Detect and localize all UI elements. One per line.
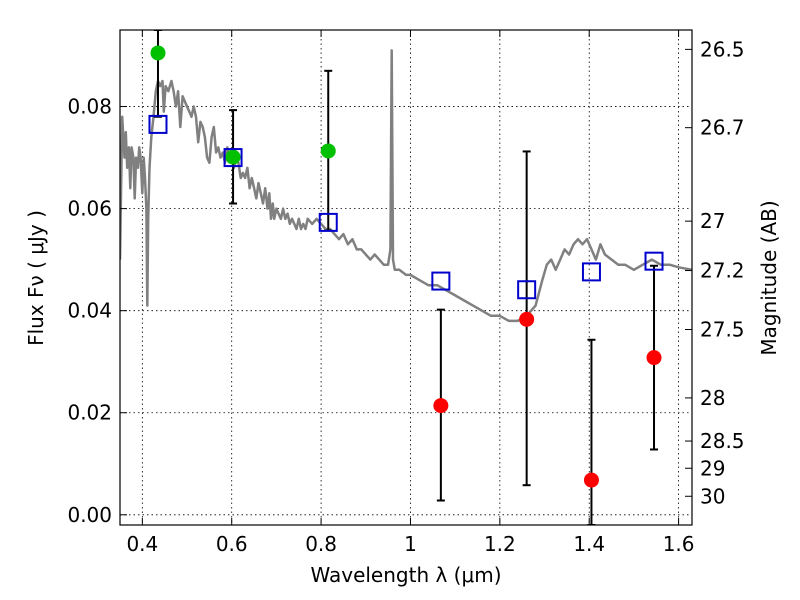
y-tick-label: 0.02	[67, 401, 112, 425]
y-tick-label: 0.06	[67, 197, 112, 221]
right-tick-label: 27.2	[700, 259, 745, 283]
right-tick-label: 27	[700, 209, 725, 233]
x-tick-label: 0.6	[216, 532, 248, 556]
model-band-square	[431, 271, 451, 291]
right-tick-label: 29	[700, 456, 725, 480]
photometry-point	[320, 143, 336, 159]
x-axis-title: Wavelength λ (μm)	[310, 563, 501, 587]
right-tick-label: 28	[700, 386, 725, 410]
model-band-square	[581, 262, 601, 282]
right-axis-title: Magnitude (AB)	[757, 200, 781, 355]
x-tick-label: 1.2	[484, 532, 516, 556]
photometry-point	[519, 311, 535, 327]
model-band-square	[223, 148, 243, 168]
photometry-point	[225, 149, 241, 165]
x-tick-label: 1.6	[663, 532, 695, 556]
right-tick-label: 26.5	[700, 37, 745, 61]
right-tick-label: 27.5	[700, 318, 745, 342]
model-band-square	[517, 280, 537, 300]
x-tick-label: 0.8	[305, 532, 337, 556]
y-tick-label: 0.00	[67, 503, 112, 527]
plot-frame	[119, 29, 693, 526]
right-tick-label: 28.5	[700, 429, 745, 453]
right-tick-label: 26.7	[700, 116, 745, 140]
photometry-point	[583, 472, 599, 488]
x-tick-label: 1.4	[573, 532, 605, 556]
photometry-point	[433, 398, 449, 414]
gridlines	[120, 30, 692, 525]
photometry-point	[150, 45, 166, 61]
photometry-point	[646, 350, 662, 366]
y-axis-title: Flux Fν ( μJy )	[24, 210, 48, 346]
model-band-square	[148, 114, 168, 134]
axis-ticks	[120, 30, 692, 525]
x-tick-label: 1	[404, 532, 417, 556]
model-band-square	[318, 212, 338, 232]
data-layer	[120, 30, 692, 525]
tick-labels: 0.4 0.6 0.8 1 1.2 1.4 1.6 0.00 0.02 0.04 0.06 0.08 2…	[67, 37, 744, 556]
y-tick-label: 0.08	[67, 95, 112, 119]
y-tick-label: 0.04	[67, 299, 112, 323]
x-tick-label: 0.4	[126, 532, 158, 556]
plot-area	[120, 30, 692, 525]
model-band-square	[644, 251, 664, 271]
right-tick-label: 30	[700, 484, 725, 508]
